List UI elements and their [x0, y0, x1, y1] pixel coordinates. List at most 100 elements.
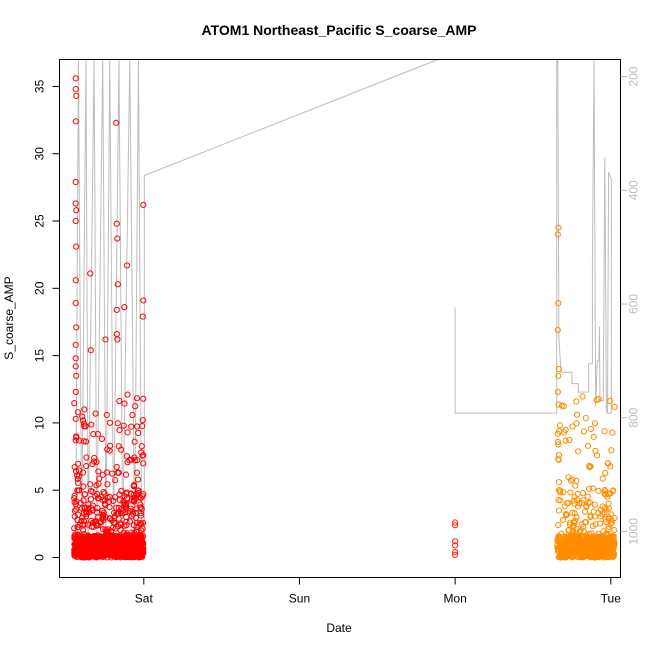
data-point [72, 217, 79, 225]
data-point [605, 553, 613, 561]
data-point [592, 535, 599, 542]
data-point [591, 501, 599, 508]
y-tick-label: 5 [33, 487, 47, 494]
data-point [88, 421, 95, 428]
data-point [116, 397, 123, 405]
data-point [602, 504, 609, 511]
data-point [84, 552, 91, 559]
data-point [82, 423, 89, 430]
data-point [76, 467, 83, 474]
y-tick-label: 15 [33, 349, 47, 363]
data-point [554, 326, 561, 334]
data-point [112, 477, 119, 484]
data-point [584, 493, 591, 500]
data-point [128, 423, 135, 430]
data-point [80, 483, 87, 490]
data-point [73, 433, 80, 440]
data-point [73, 506, 80, 513]
data-point [87, 347, 94, 354]
data-point [116, 427, 123, 434]
data-point [133, 505, 140, 512]
data-point [452, 538, 459, 545]
data-point [73, 243, 80, 250]
data-point [611, 526, 618, 534]
data-point [95, 542, 103, 549]
data-point [587, 542, 594, 549]
data-point [131, 481, 138, 489]
data-point [114, 510, 121, 517]
data-point [132, 495, 139, 502]
data-point [80, 497, 87, 504]
data-point [72, 355, 79, 362]
data-point [555, 401, 562, 408]
y-tick-label: 25 [33, 214, 47, 228]
data-point [72, 415, 79, 422]
data-point [115, 469, 122, 476]
data-point [116, 491, 123, 498]
x-tick-label: Sun [289, 592, 310, 606]
data-point [557, 545, 565, 553]
data-point [554, 231, 561, 238]
data-point [111, 494, 119, 501]
data-point [555, 536, 562, 544]
data-point [586, 464, 593, 471]
data-point [554, 430, 561, 437]
data-point [81, 505, 88, 512]
data-point [561, 544, 568, 551]
data-point [71, 499, 78, 506]
data-point [92, 493, 99, 500]
data-point [121, 400, 128, 407]
data-point [570, 519, 577, 526]
data-point [571, 500, 578, 507]
data-point [75, 479, 82, 486]
data-point [140, 491, 147, 498]
data-point [586, 549, 593, 556]
y2-tick-label: 800 [627, 407, 641, 427]
data-point [140, 201, 147, 208]
data-point [589, 522, 596, 530]
data-point [100, 488, 107, 496]
data-point [126, 518, 134, 525]
data-point [116, 497, 123, 504]
data-point [137, 510, 144, 517]
data-point [87, 487, 95, 495]
data-point [115, 443, 122, 450]
data-point [564, 538, 571, 545]
data-point [110, 497, 117, 505]
data-point [107, 537, 114, 544]
data-point [591, 420, 599, 427]
data-point [94, 430, 101, 438]
data-point [73, 372, 80, 379]
y2-tick-label: 1000 [627, 518, 641, 545]
data-point [129, 411, 136, 419]
data-point [104, 481, 111, 488]
data-point [113, 463, 120, 471]
data-point [584, 442, 592, 449]
data-point [569, 509, 576, 516]
data-point [75, 487, 82, 494]
data-point [123, 490, 130, 497]
data-point [71, 463, 78, 471]
data-point [133, 538, 141, 545]
data-point [611, 403, 618, 410]
y2-axis: 200 400 600 800 1000 [620, 66, 641, 545]
data-point [567, 489, 574, 496]
data-point [118, 543, 126, 550]
data-point [556, 422, 564, 429]
data-point [83, 542, 90, 549]
data-point [118, 553, 125, 560]
data-point [74, 409, 81, 416]
data-point [79, 514, 86, 521]
data-point [122, 503, 129, 510]
data-point [139, 542, 146, 549]
data-point [133, 469, 141, 476]
data-point [121, 304, 128, 311]
data-point [135, 429, 142, 436]
data-point [134, 550, 141, 558]
y-tick-label: 20 [33, 281, 47, 295]
data-point [608, 517, 615, 524]
data-point [71, 400, 78, 407]
data-point [574, 549, 581, 557]
data-point [109, 524, 116, 531]
data-point [106, 419, 114, 426]
